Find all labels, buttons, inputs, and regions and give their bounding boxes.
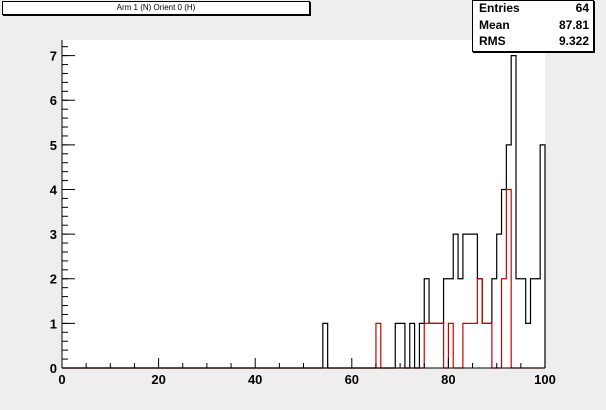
stat-label-entries: Entries — [479, 1, 520, 15]
series-0-bin — [540, 145, 545, 368]
stat-row-mean: Mean 87.81 — [479, 18, 589, 33]
series-1-bin — [482, 323, 487, 368]
series-1-bin — [463, 323, 468, 368]
series-1-bin — [429, 323, 434, 368]
series-1-bin — [424, 323, 429, 368]
series-0-bin — [526, 323, 531, 368]
x-tick-label: 100 — [534, 372, 556, 387]
series-1-bin — [468, 323, 473, 368]
y-tick-label: 5 — [50, 138, 57, 153]
series-0-bin — [531, 279, 536, 368]
y-tick-label: 2 — [50, 272, 57, 287]
y-tick-label: 7 — [50, 49, 57, 64]
stat-row-entries: Entries 64 — [479, 1, 589, 16]
series-0-bin — [516, 279, 521, 368]
x-tick-label: 80 — [441, 372, 455, 387]
stat-label-mean: Mean — [479, 18, 510, 32]
series-1-bin — [477, 279, 482, 368]
series-0-bin — [400, 323, 405, 368]
x-tick-label: 20 — [151, 372, 165, 387]
series-0-bin — [323, 323, 328, 368]
series-1-bin — [502, 279, 507, 368]
y-tick-label: 3 — [50, 227, 57, 242]
series-1-bin — [487, 323, 492, 368]
series-0-bin — [444, 279, 449, 368]
series-1-bin — [506, 189, 511, 368]
series-0-bin — [521, 279, 526, 368]
series-0-bin — [453, 234, 458, 368]
series-0-bin — [458, 279, 463, 368]
series-0-bin — [492, 279, 497, 368]
series-0-bin — [497, 234, 502, 368]
stat-row-rms: RMS 9.322 — [479, 34, 589, 49]
plot-frame — [62, 40, 545, 368]
series-0-bin — [395, 323, 400, 368]
series-0-bin — [511, 56, 516, 368]
x-tick-label: 60 — [345, 372, 359, 387]
x-tick-label: 40 — [248, 372, 262, 387]
series-1-bin — [376, 323, 381, 368]
stats-box[interactable]: Entries 64 Mean 87.81 RMS 9.322 — [472, 0, 594, 52]
series-1-bin — [473, 323, 478, 368]
series-1-bin — [434, 323, 439, 368]
y-tick-label: 6 — [50, 93, 57, 108]
series-0-bin — [410, 323, 415, 368]
histogram-title[interactable]: Arm 1 (N) Orient 0 (H) — [2, 1, 310, 15]
series-1-bin — [439, 323, 444, 368]
y-tick-label: 0 — [50, 361, 57, 376]
stat-label-rms: RMS — [479, 34, 506, 48]
series-0-bin — [535, 279, 540, 368]
y-tick-label: 1 — [50, 316, 57, 331]
series-1-bin — [448, 323, 453, 368]
stat-value-mean: 87.81 — [558, 18, 589, 32]
stat-value-entries: 64 — [575, 1, 589, 15]
y-tick-label: 4 — [50, 182, 58, 197]
stat-value-rms: 9.322 — [558, 34, 589, 48]
series-0-bin — [419, 323, 424, 368]
x-tick-label: 0 — [58, 372, 65, 387]
